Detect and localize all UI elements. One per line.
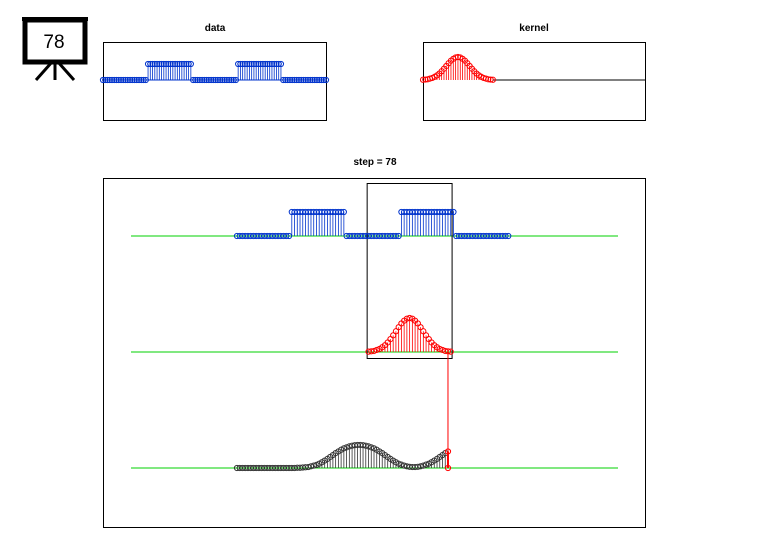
- stem-marker: [487, 76, 494, 83]
- stem-marker: [322, 76, 330, 84]
- stem-marker: [208, 76, 215, 84]
- stem-marker: [131, 76, 138, 84]
- stem-marker: [219, 76, 226, 84]
- stem-marker: [99, 76, 107, 84]
- stem-marker: [320, 76, 327, 84]
- stem-marker: [417, 324, 424, 331]
- stem-marker: [420, 328, 427, 335]
- stem-marker: [293, 76, 300, 84]
- stem-marker: [406, 314, 413, 322]
- stem-marker: [138, 76, 145, 84]
- chart-title: step = 78: [353, 157, 397, 168]
- stem-marker: [307, 76, 314, 84]
- stem-marker: [450, 208, 457, 216]
- stem-marker: [205, 76, 212, 84]
- stem-marker: [102, 76, 109, 84]
- stem-marker: [282, 76, 289, 84]
- icon-leg: [34, 61, 54, 81]
- stem-marker: [368, 444, 375, 451]
- stem-marker: [226, 76, 233, 84]
- stem-marker: [106, 76, 113, 84]
- stem-marker: [295, 76, 303, 84]
- stem-marker: [133, 76, 140, 84]
- stem-marker: [135, 76, 143, 84]
- stem-marker: [210, 76, 217, 84]
- stem-marker: [298, 76, 305, 84]
- window: [366, 183, 453, 359]
- stem-marker: [104, 76, 111, 84]
- stem-marker: [192, 76, 199, 84]
- stem-marker: [502, 232, 509, 240]
- stem-marker: [108, 76, 116, 84]
- stem-marker: [316, 76, 323, 84]
- stem-marker: [359, 442, 367, 449]
- stem-marker: [140, 76, 147, 84]
- axes-frame: [103, 178, 646, 528]
- stem-marker: [392, 232, 400, 240]
- stem-marker: [230, 76, 237, 84]
- stem-marker: [489, 76, 496, 83]
- stem-marker: [277, 60, 285, 68]
- stem-marker: [447, 348, 454, 355]
- stem-marker: [365, 443, 372, 450]
- stem-marker: [203, 76, 210, 84]
- stem-marker: [129, 76, 136, 84]
- icon-leg: [56, 61, 76, 81]
- stem-marker: [122, 76, 129, 84]
- stem-marker: [340, 208, 347, 216]
- stem-marker: [212, 76, 219, 84]
- stem-marker: [214, 76, 221, 84]
- stem-marker: [194, 76, 201, 84]
- stem-marker: [187, 60, 194, 68]
- stem-marker: [111, 76, 118, 84]
- stem-marker: [289, 76, 296, 84]
- stem-marker: [120, 76, 127, 84]
- stem-marker: [283, 232, 290, 240]
- stem-marker: [311, 76, 318, 84]
- stem-marker: [117, 76, 125, 84]
- stem-marker: [304, 76, 312, 84]
- stem-marker: [126, 76, 134, 84]
- stem-marker: [439, 346, 446, 354]
- icon-label: 78: [43, 32, 64, 53]
- stem-marker: [313, 76, 321, 84]
- stem-marker: [199, 76, 206, 84]
- stem-marker: [217, 76, 224, 84]
- chart-title: kernel: [519, 23, 549, 34]
- stem-marker: [318, 76, 325, 84]
- stem-marker: [196, 76, 203, 84]
- stem-marker: [302, 76, 309, 84]
- stem-marker: [190, 76, 197, 84]
- stem-marker: [505, 232, 512, 240]
- stem-marker: [201, 76, 208, 84]
- stem-marker: [280, 76, 287, 84]
- stem-marker: [362, 442, 369, 449]
- stem-marker: [401, 462, 408, 469]
- stem-marker: [398, 461, 405, 468]
- stem-marker: [309, 76, 316, 84]
- step-icon: 78: [22, 17, 88, 81]
- stem-marker: [228, 76, 235, 84]
- stem-marker: [436, 345, 443, 353]
- stem-marker: [115, 76, 122, 84]
- chart-title: data: [205, 23, 226, 34]
- stem-marker: [444, 464, 452, 472]
- stem-marker: [221, 76, 228, 84]
- stem-marker: [284, 76, 291, 84]
- stem-marker: [124, 76, 131, 84]
- stem-marker: [223, 76, 230, 84]
- stem-marker: [113, 76, 120, 84]
- stem-marker: [395, 460, 402, 467]
- stem-marker: [485, 76, 492, 83]
- stem-marker: [286, 76, 294, 84]
- stem-marker: [300, 76, 307, 84]
- stem-marker: [291, 76, 298, 84]
